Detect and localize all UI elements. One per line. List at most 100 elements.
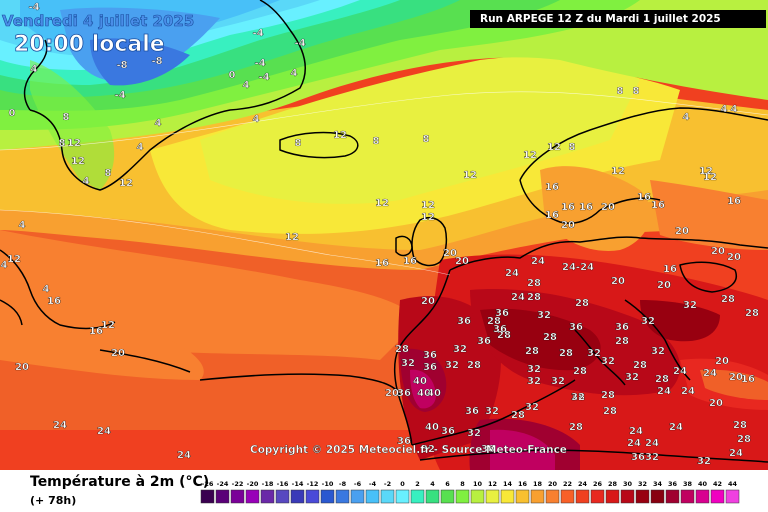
temperature-value-label: 20 bbox=[729, 372, 743, 383]
temperature-value-label: 20 bbox=[561, 220, 575, 231]
temperature-value-label: 4 bbox=[19, 220, 26, 231]
temperature-value-label: 32 bbox=[527, 376, 541, 387]
legend-swatch bbox=[650, 489, 665, 504]
temperature-value-label: 28 bbox=[737, 434, 751, 445]
temperature-value-label: 4 bbox=[31, 64, 38, 75]
legend-swatch bbox=[305, 489, 320, 504]
legend-tick-label: 34 bbox=[653, 480, 663, 488]
temperature-value-label: 8 bbox=[423, 134, 430, 145]
temperature-value-label: 36 bbox=[423, 362, 437, 373]
temperature-value-label: 20 bbox=[675, 226, 689, 237]
temperature-value-label: 20 bbox=[601, 202, 615, 213]
temperature-value-label: 16 bbox=[89, 326, 103, 337]
temperature-value-label: 32 bbox=[467, 428, 481, 439]
temperature-value-label: -4 bbox=[28, 2, 39, 13]
temperature-value-label: 8 bbox=[633, 86, 640, 97]
temperature-value-label: 28 bbox=[497, 330, 511, 341]
legend-tick-label: -10 bbox=[322, 480, 334, 488]
temperature-value-label: 40 bbox=[413, 376, 427, 387]
legend-swatch bbox=[200, 489, 215, 504]
temperature-value-label: 20 bbox=[711, 246, 725, 257]
legend-tick-label: 44 bbox=[728, 480, 738, 488]
temperature-value-label: 8 bbox=[569, 142, 576, 153]
temperature-field bbox=[0, 0, 768, 470]
legend-footer: Température à 2m (°C) (+ 78h) -26 -24 -22-… bbox=[0, 470, 768, 512]
legend-swatch bbox=[230, 489, 245, 504]
legend-swatch bbox=[635, 489, 650, 504]
temperature-value-label: 28 bbox=[573, 366, 587, 377]
temperature-value-label: 4 bbox=[683, 112, 690, 123]
temperature-value-label: 16 bbox=[727, 196, 741, 207]
temperature-value-label: 36 bbox=[569, 322, 583, 333]
legend-tick-label: 12 bbox=[488, 480, 497, 488]
legend-tick-label: 0 bbox=[400, 480, 405, 488]
legend-swatch bbox=[710, 489, 725, 504]
temperature-value-label: 36 bbox=[457, 316, 471, 327]
legend-swatch bbox=[500, 489, 515, 504]
temperature-value-label: 16 bbox=[561, 202, 575, 213]
legend-swatch bbox=[680, 489, 695, 504]
temperature-value-label: -4 bbox=[252, 28, 263, 39]
legend-tick-label: -4 bbox=[369, 480, 377, 488]
temperature-value-label: 4 bbox=[253, 114, 260, 125]
temperature-value-label: 36 bbox=[481, 444, 495, 455]
temperature-value-label: 24 bbox=[681, 386, 695, 397]
temperature-value-label: 16 bbox=[545, 210, 559, 221]
legend-swatch bbox=[575, 489, 590, 504]
temperature-value-label: 28 bbox=[543, 332, 557, 343]
temperature-value-label: 32 bbox=[525, 402, 539, 413]
legend-swatch bbox=[365, 489, 380, 504]
temperature-value-label: 24 bbox=[673, 366, 687, 377]
temperature-value-label: 28 bbox=[655, 374, 669, 385]
legend-tick-label: 14 bbox=[503, 480, 513, 488]
temperature-value-label: 24 bbox=[703, 368, 717, 379]
legend-swatch bbox=[440, 489, 455, 504]
legend-tick-label: -18 bbox=[262, 480, 274, 488]
temperature-value-label: 24 bbox=[729, 448, 743, 459]
temperature-value-label: 28 bbox=[615, 336, 629, 347]
legend-tick-label: 38 bbox=[683, 480, 693, 488]
legend-swatch bbox=[425, 489, 440, 504]
temperature-value-label: 28 bbox=[467, 360, 481, 371]
temperature-value-label: 28 bbox=[527, 278, 541, 289]
legend-tick-label: -16 bbox=[277, 480, 289, 488]
temperature-value-label: 8 bbox=[63, 112, 70, 123]
temperature-value-label: 28 bbox=[395, 344, 409, 355]
temperature-value-label: 0 bbox=[229, 70, 236, 81]
temperature-value-label: 24 bbox=[53, 420, 67, 431]
temperature-value-label: 24 bbox=[97, 426, 111, 437]
temperature-value-label: 12 bbox=[101, 320, 115, 331]
temperature-value-label: 28 bbox=[511, 410, 525, 421]
temperature-value-label: 0 bbox=[9, 108, 16, 119]
temperature-value-label: 20 bbox=[715, 356, 729, 367]
legend-tick-label: -12 bbox=[307, 480, 319, 488]
temperature-value-label: 12 bbox=[71, 156, 85, 167]
legend-swatch bbox=[215, 489, 230, 504]
legend-swatch bbox=[260, 489, 275, 504]
temperature-value-label: 4 bbox=[155, 118, 162, 129]
temperature-value-label: 20 bbox=[111, 348, 125, 359]
temperature-value-label: -4 bbox=[114, 90, 125, 101]
legend-swatch bbox=[335, 489, 350, 504]
run-info-box: Run ARPEGE 12 Z du Mardi 1 juillet 2025 bbox=[470, 10, 766, 28]
temperature-value-label: 4 bbox=[1, 260, 8, 271]
temperature-value-label: 32 bbox=[697, 456, 711, 467]
temperature-value-label: 36 bbox=[477, 336, 491, 347]
temperature-value-label: 32 bbox=[641, 316, 655, 327]
temperature-value-label: 16 bbox=[663, 264, 677, 275]
legend-tick-label: -22 bbox=[232, 480, 244, 488]
temperature-value-label: 32 bbox=[571, 392, 585, 403]
temperature-value-label: -8 bbox=[151, 56, 162, 67]
temperature-value-label: 28 bbox=[559, 348, 573, 359]
temperature-value-label: 32 bbox=[551, 376, 565, 387]
temperature-value-label: 20 bbox=[443, 248, 457, 259]
valid-date-label: Vendredi 4 juillet 2025 bbox=[2, 12, 195, 31]
temperature-value-label: 28 bbox=[603, 406, 617, 417]
temperature-value-label: 4 bbox=[83, 176, 90, 187]
temperature-value-label: 12 bbox=[699, 166, 713, 177]
legend-swatch bbox=[380, 489, 395, 504]
temperature-value-label: 24 bbox=[629, 426, 643, 437]
temperature-value-label: 20 bbox=[421, 296, 435, 307]
temperature-value-label: 24 bbox=[669, 422, 683, 433]
